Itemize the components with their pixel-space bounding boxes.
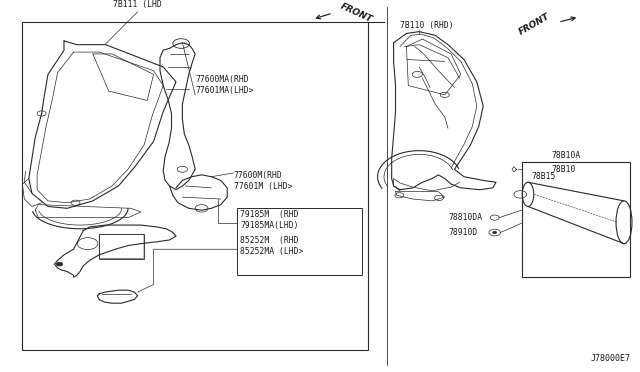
- Text: 77600MA(RHD
77601MA(LHD>: 77600MA(RHD 77601MA(LHD>: [195, 76, 253, 95]
- Bar: [237, 208, 362, 275]
- Text: 78910D: 78910D: [448, 228, 477, 237]
- Text: FRONT: FRONT: [339, 2, 374, 24]
- Bar: [22, 22, 368, 350]
- Text: 78B10A: 78B10A: [552, 151, 581, 160]
- Text: 85252M  (RHD
85252MA (LHD>: 85252M (RHD 85252MA (LHD>: [240, 236, 303, 256]
- Text: 77600M(RHD
77601M (LHD>: 77600M(RHD 77601M (LHD>: [234, 171, 292, 190]
- Text: 79185M  (RHD
79185MA(LHD): 79185M (RHD 79185MA(LHD): [240, 210, 298, 230]
- Text: 78B15: 78B15: [531, 172, 556, 181]
- Text: 7B110 (RHD): 7B110 (RHD): [400, 21, 454, 30]
- Circle shape: [56, 262, 63, 266]
- Text: 78810DA: 78810DA: [448, 213, 482, 222]
- Text: 7B110 (RHD
7B111 (LHD: 7B110 (RHD 7B111 (LHD: [113, 0, 162, 9]
- Bar: [99, 234, 144, 259]
- Text: 78B10: 78B10: [552, 165, 576, 174]
- Text: J78000E7: J78000E7: [590, 354, 630, 363]
- Bar: [522, 162, 630, 277]
- Circle shape: [493, 231, 497, 234]
- Text: FRONT: FRONT: [518, 12, 552, 36]
